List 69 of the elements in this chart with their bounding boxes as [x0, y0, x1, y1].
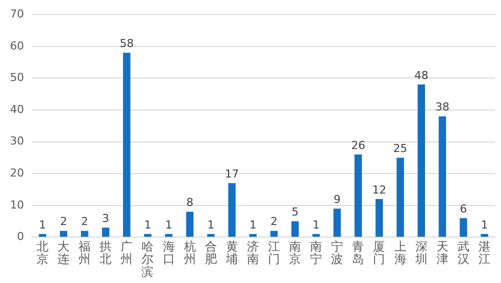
bar — [165, 234, 172, 237]
x-tick-label: 上海 — [394, 240, 406, 266]
data-label: 1 — [480, 218, 488, 232]
bar — [396, 158, 404, 237]
x-tick-label: 天津 — [436, 240, 448, 266]
x-tick-label: 黄埔 — [224, 240, 238, 266]
x-tick-label: 福州 — [78, 240, 91, 266]
y-tick-label: 30 — [10, 134, 24, 148]
data-label: 25 — [393, 142, 408, 156]
y-tick-label: 50 — [10, 71, 24, 84]
bar — [312, 234, 320, 237]
data-label: 2 — [270, 215, 278, 228]
x-tick-label: 青岛 — [352, 240, 364, 266]
data-label: 17 — [224, 168, 239, 180]
x-tick-label: 厦门 — [373, 240, 386, 266]
y-tick-label: 70 — [10, 7, 24, 20]
bar — [102, 228, 110, 237]
data-label: 38 — [435, 100, 450, 114]
x-tick-label: 北京 — [36, 240, 49, 266]
x-tick-label: 合肥 — [204, 240, 217, 266]
data-label: 3 — [102, 212, 110, 226]
bar — [186, 212, 194, 237]
x-tick-label: 南宁 — [310, 240, 322, 266]
bar — [291, 221, 299, 237]
data-label: 9 — [334, 192, 341, 206]
x-tick-label: 深圳 — [414, 240, 428, 266]
data-label: 58 — [120, 37, 134, 50]
data-label: 1 — [207, 218, 214, 232]
bar — [354, 154, 362, 237]
x-tick-label: 海口 — [162, 240, 175, 266]
bar — [333, 208, 341, 237]
x-tick-label: 宁波 — [331, 240, 344, 266]
y-tick-label: 40 — [10, 102, 24, 116]
data-label: 5 — [292, 206, 299, 219]
bar — [228, 183, 236, 237]
bar — [144, 234, 152, 237]
data-label: 1 — [39, 218, 46, 232]
y-tick-label: 60 — [10, 39, 24, 52]
data-label: 2 — [60, 215, 68, 228]
data-label: 2 — [81, 215, 88, 228]
x-tick-label: 大连 — [58, 240, 70, 266]
x-tick-label: 武汉 — [457, 240, 470, 266]
y-tick-label: 20 — [10, 166, 24, 180]
x-tick-label: 湛江 — [478, 240, 490, 266]
x-tick-label: 江门 — [268, 240, 280, 266]
data-label: 1 — [165, 218, 172, 232]
bar — [123, 52, 130, 237]
data-label: 48 — [414, 68, 428, 82]
bar — [418, 84, 426, 237]
data-label: 1 — [312, 218, 320, 232]
x-tick-label: 哈尔滨 — [142, 240, 154, 279]
y-tick-label: 0 — [16, 230, 24, 244]
x-tick-label: 南京 — [289, 240, 302, 266]
data-label: 12 — [372, 183, 386, 196]
data-label: 26 — [351, 138, 366, 152]
data-label: 6 — [460, 202, 467, 216]
data-label: 1 — [144, 218, 152, 232]
bar — [80, 230, 88, 237]
x-tick-label: 广州 — [120, 240, 133, 266]
x-tick-label: 拱北 — [100, 240, 112, 266]
data-label: 1 — [249, 218, 256, 232]
data-label: 8 — [186, 196, 194, 210]
x-tick-label: 杭州 — [182, 240, 196, 266]
bar — [460, 218, 468, 237]
bar — [438, 116, 446, 237]
bar — [207, 234, 215, 237]
y-tick-label: 10 — [10, 198, 24, 212]
bar — [376, 199, 383, 237]
x-tick-label: 济南 — [246, 240, 259, 266]
